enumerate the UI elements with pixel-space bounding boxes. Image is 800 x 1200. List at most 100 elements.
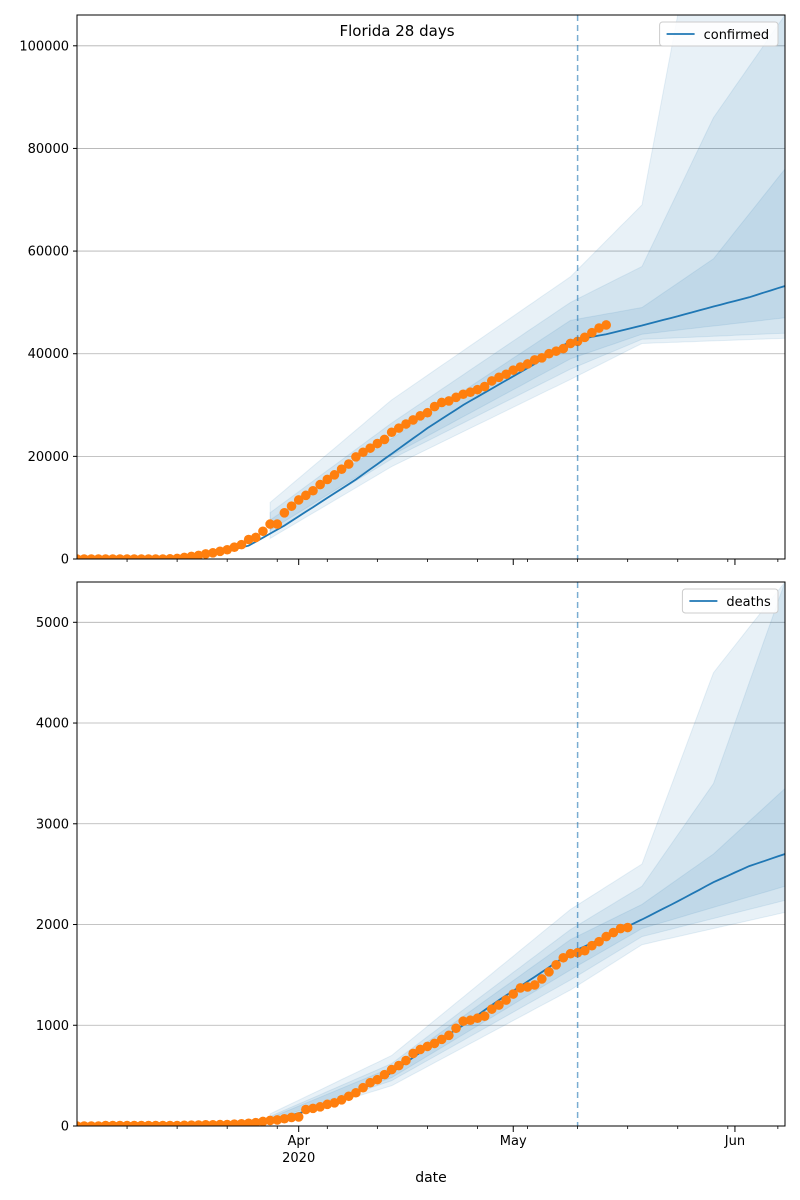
legend-box <box>659 21 779 47</box>
data-point <box>150 1120 161 1126</box>
data-point <box>408 415 418 425</box>
data-point <box>279 1113 290 1124</box>
data-point <box>208 548 218 558</box>
data-point <box>522 359 533 369</box>
confirmed-panel: 0 20000 40000 60000 80000 100000 confirmed <box>19 14 786 568</box>
data-point <box>100 1120 111 1126</box>
data-point <box>558 343 569 354</box>
data-point <box>336 1095 347 1105</box>
data-point <box>565 948 576 959</box>
data-point <box>358 1082 368 1093</box>
data-point <box>107 554 118 559</box>
data-point <box>186 551 197 559</box>
data-point <box>508 989 519 999</box>
data-point <box>322 1099 333 1110</box>
data-point <box>494 1000 504 1010</box>
data-point <box>93 554 104 559</box>
data-point <box>293 1112 304 1122</box>
data-point <box>165 554 175 559</box>
data-point <box>158 1120 168 1126</box>
data-point <box>107 1120 118 1126</box>
data-point <box>86 554 97 559</box>
data-point <box>587 327 597 338</box>
data-point <box>158 554 168 559</box>
plot-area <box>77 582 785 1126</box>
uncertainty-band-outer <box>269 15 785 540</box>
data-point <box>372 1074 383 1085</box>
data-point <box>501 995 511 1005</box>
data-point <box>486 1004 497 1014</box>
data-point <box>301 1104 311 1115</box>
y-tick-label: 40000 <box>28 347 69 362</box>
uncertainty-band-inner <box>269 787 785 1122</box>
data-point <box>358 447 368 458</box>
data-point <box>343 459 354 469</box>
x-tick-sublabel: 2020 <box>282 1151 315 1166</box>
data-point <box>93 1121 104 1126</box>
data-point <box>272 519 283 529</box>
data-point <box>429 401 440 412</box>
data-point <box>422 407 433 418</box>
data-point <box>236 539 247 550</box>
y-tick-label: 4000 <box>36 717 69 732</box>
data-point <box>79 1121 89 1126</box>
data-point <box>351 452 361 462</box>
data-point <box>129 554 140 559</box>
data-point <box>143 554 154 559</box>
data-point <box>250 1117 261 1126</box>
chart-title: Florida 28 days <box>339 22 454 40</box>
plot-frame <box>76 14 786 560</box>
data-point <box>100 554 111 559</box>
y-tick-label: 0 <box>61 1120 69 1135</box>
data-point <box>458 1016 468 1027</box>
data-point <box>265 519 275 529</box>
data-point <box>250 532 261 543</box>
data-point <box>615 923 626 934</box>
y-tick-label: 20000 <box>28 450 69 465</box>
data-point <box>444 396 454 406</box>
data-point <box>86 1121 97 1126</box>
data-point <box>601 320 612 330</box>
data-point <box>122 554 132 559</box>
data-point <box>279 508 290 518</box>
data-point <box>286 501 297 511</box>
data-point <box>122 1120 132 1126</box>
uncertainty-band-outer <box>269 582 785 1124</box>
data-point <box>308 1103 318 1114</box>
data-point <box>150 554 161 559</box>
data-point <box>486 376 497 386</box>
data-point <box>394 1060 404 1071</box>
y-tick-label: 3000 <box>36 817 69 832</box>
data-point <box>286 1112 297 1123</box>
legend-label: deaths <box>726 595 771 610</box>
y-tick-label: 100000 <box>19 39 69 54</box>
data-point <box>258 1116 268 1126</box>
data-point <box>479 381 490 392</box>
data-point <box>179 552 190 559</box>
data-point <box>308 485 318 496</box>
data-point <box>129 1120 140 1126</box>
y-tick-label: 5000 <box>36 616 69 631</box>
data-point <box>537 974 547 984</box>
data-point <box>436 397 447 408</box>
data-point <box>79 554 89 559</box>
legend-label: confirmed <box>704 28 770 43</box>
data-point <box>544 967 554 977</box>
x-axis-label: date <box>415 1170 447 1186</box>
data-point <box>601 931 612 942</box>
data-point <box>394 423 404 433</box>
data-point <box>215 546 225 557</box>
data-point <box>315 479 325 490</box>
data-point <box>379 1069 390 1080</box>
data-point <box>372 438 383 449</box>
data-point <box>408 1048 418 1059</box>
data-point <box>351 1087 361 1098</box>
y-tick-label: 0 <box>61 553 69 568</box>
data-point <box>572 336 583 347</box>
data-point <box>136 554 147 559</box>
data-point <box>379 434 390 445</box>
data-point <box>165 1120 175 1126</box>
data-point <box>401 419 411 429</box>
data-point <box>515 983 526 993</box>
